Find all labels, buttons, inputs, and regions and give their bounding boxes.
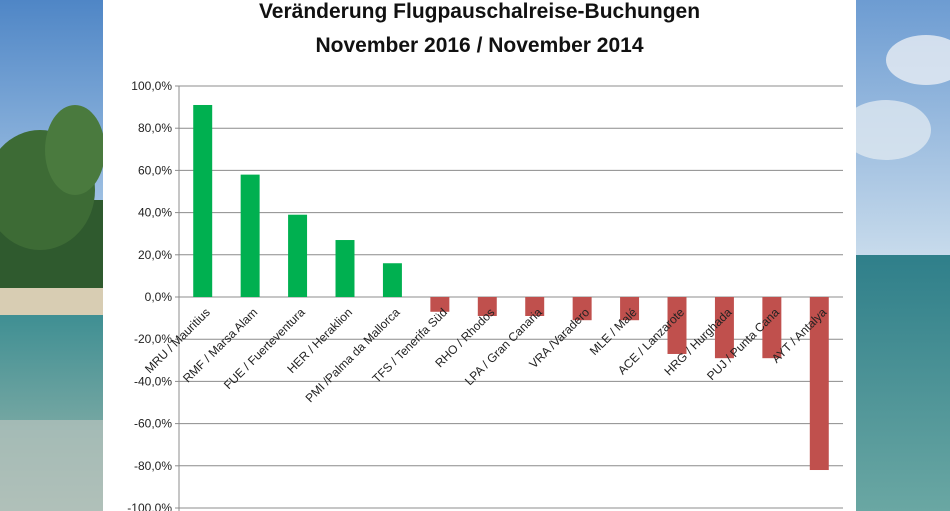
x-category-label: PMI /Palma da Mallorca — [303, 305, 403, 405]
y-tick-label: 60,0% — [138, 163, 172, 177]
y-tick-label: 80,0% — [138, 121, 172, 135]
bar — [667, 297, 687, 354]
beach-photo-right — [856, 0, 950, 511]
bar — [572, 297, 592, 321]
bar — [477, 297, 497, 316]
bar — [430, 297, 450, 312]
x-category-label: FUE / Fuerteventura — [221, 305, 308, 392]
chart-title-line-1: Veränderung Flugpauschalreise-Buchungen — [258, 0, 701, 23]
bar — [240, 174, 260, 297]
y-tick-label: 20,0% — [138, 248, 172, 262]
bar — [382, 263, 402, 297]
bar — [193, 104, 213, 298]
y-tick-label: 40,0% — [138, 206, 172, 220]
bar — [762, 297, 782, 359]
y-tick-label: -60,0% — [134, 417, 172, 431]
beach-photo-left — [0, 0, 103, 511]
bar — [809, 297, 829, 471]
y-tick-label: 0,0% — [145, 290, 173, 304]
bar — [620, 297, 640, 321]
bar — [714, 297, 734, 359]
y-tick-label: -80,0% — [134, 459, 172, 473]
y-tick-label: 100,0% — [131, 79, 172, 93]
bar — [335, 240, 355, 297]
y-tick-label: -20,0% — [134, 332, 172, 346]
bar — [525, 297, 545, 316]
chart-title-line-2: November 2016 / November 2014 — [315, 34, 644, 57]
y-tick-label: -100,0% — [127, 501, 172, 511]
bar-chart: 100,0% 80,0% 60,0% 40,0% 20,0% 0,0% -20,0% -40,… — [127, 79, 843, 511]
chart-panel: Veränderung Flugpauschalreise-Buchungen … — [103, 0, 856, 511]
y-tick-label: -40,0% — [134, 374, 172, 388]
bar — [288, 214, 308, 297]
